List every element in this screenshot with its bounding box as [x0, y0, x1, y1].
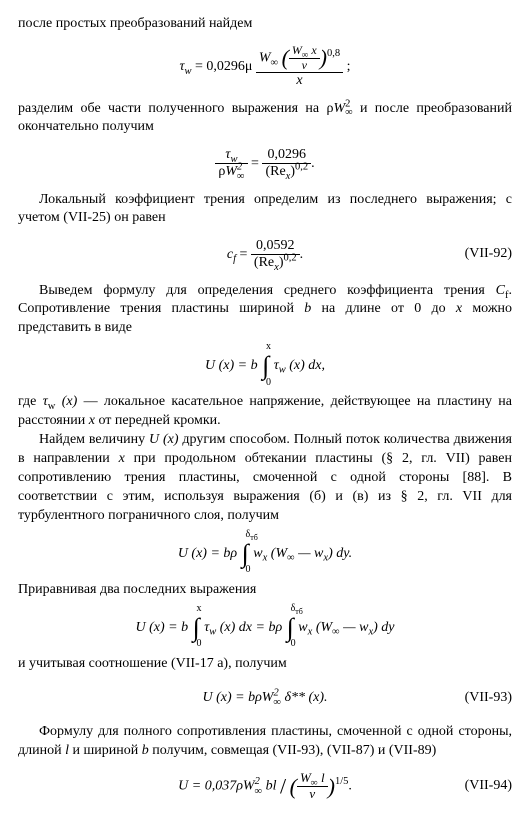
- p4-a: Выведем формулу для определения среднего…: [39, 283, 496, 298]
- eq-Ux-delta: U (x) = bρW2∞ δ** (x). (VII-93): [18, 683, 512, 713]
- eq7-inf: ∞: [273, 697, 281, 708]
- eq1-eq: = 0,0296μ: [192, 59, 256, 74]
- eq3-exp: 0,2: [283, 253, 296, 264]
- p9-b: и шириной: [69, 743, 142, 758]
- p2-inf: ∞: [345, 107, 353, 118]
- eq-ratio: τw ρW2∞ = 0,0296 (Rex)0,2 .: [18, 147, 512, 180]
- eq6-lb2: 0: [291, 637, 296, 651]
- eq1-Winf: W: [259, 50, 271, 65]
- eq8-inf: ∞: [255, 786, 263, 797]
- eq4-w: w: [279, 365, 286, 376]
- eq6-wx: w: [298, 619, 307, 634]
- eq5-Winf: (W: [267, 545, 287, 560]
- p-equate: Приравнивая два последних выражения: [18, 581, 512, 600]
- eq1-nu: ν: [302, 58, 307, 72]
- eq6-mid: (x) dx = bρ: [216, 619, 282, 634]
- p-derive-Cf: Выведем формулу для определения среднего…: [18, 282, 512, 339]
- p5-x: (x): [55, 394, 77, 409]
- eq5-minus: — w: [295, 545, 324, 560]
- eq5-wx: w: [253, 545, 262, 560]
- eq8-slash: /: [280, 774, 286, 799]
- p9-bvar: b: [142, 743, 149, 758]
- eq4-lb: 0: [266, 376, 271, 390]
- p-local-cf: Локальный коэффициент трения определим и…: [18, 191, 512, 229]
- eq6-lhs: U (x) = b: [135, 619, 188, 634]
- eq2-inf: ∞: [237, 171, 245, 182]
- eq8-exp: 1/5: [335, 776, 348, 787]
- eq6-Winf: (W: [312, 619, 332, 634]
- p4-c: на длине от 0 до: [311, 301, 456, 316]
- eq8-label: (VII-94): [465, 777, 512, 796]
- eq2-eq: =: [251, 156, 262, 171]
- p2-W: W: [333, 101, 345, 116]
- p-full-drag: Формулу для полного сопротивления пласти…: [18, 723, 512, 761]
- eq8-lhs: U = 0,037ρW: [178, 779, 254, 794]
- eq2-re: (Re: [265, 164, 285, 179]
- eq-Ux-int1: U (x) = b ∫x0 τw (x) dx,: [18, 348, 512, 383]
- eq8-dot: .: [348, 779, 352, 794]
- eq5-lb: 0: [246, 563, 251, 577]
- eq-Ux-int2: U (x) = bρ ∫δтб0 wx (W∞ — wx) dy.: [18, 536, 512, 571]
- p-relation: и учитывая соотношение (VII-17 а), получ…: [18, 655, 512, 674]
- p-where-tau: где τw (x) — локальное касательное напря…: [18, 393, 512, 431]
- eq4-Ux: U (x) = b: [205, 358, 258, 373]
- p5-a: где: [18, 394, 43, 409]
- eq7-delta: δ** (x).: [281, 690, 328, 705]
- eq5-Ux: U (x) = bρ: [178, 545, 237, 560]
- eq6-ub2b: тб: [295, 607, 303, 616]
- eq1-Winf2: W: [292, 43, 302, 57]
- eq2-exp: 0,2: [295, 162, 308, 173]
- eq6-ub1: x: [197, 602, 202, 616]
- eq5-rest: ) dy.: [328, 545, 352, 560]
- eq7-label: (VII-93): [465, 689, 512, 708]
- p4-C: C: [496, 283, 505, 298]
- p6-a: Найдем величину: [39, 432, 149, 447]
- eq1-inf: ∞: [271, 57, 279, 68]
- eq-equate: U (x) = b ∫x0 τw (x) dx = bρ ∫δтб0 wx (W…: [18, 610, 512, 645]
- eq2-W: W: [225, 164, 237, 179]
- p-intro: после простых преобразований найдем: [18, 15, 512, 34]
- eq2-dot: .: [311, 156, 315, 171]
- eq-tau-w: τw = 0,0296μ W∞ ( W∞ x ν )0,8 x ;: [18, 44, 512, 90]
- eq8-W: W: [300, 770, 311, 785]
- p5-c: от передней кромки.: [95, 413, 221, 428]
- p6-Ux: U (x): [149, 432, 179, 447]
- p-find-Ux: Найдем величину U (x) другим способом. П…: [18, 431, 512, 525]
- eq3-label: (VII-92): [465, 245, 512, 264]
- eq-cf: cf = 0,0592 (Rex)0,2 . (VII-92): [18, 238, 512, 271]
- eq3-f: f: [233, 254, 236, 265]
- eq5-inf: ∞: [287, 552, 295, 563]
- eq1-exp: 0,8: [327, 48, 340, 59]
- eq1-sub-w: w: [185, 66, 192, 77]
- eq6-rest: ) dy: [373, 619, 394, 634]
- eq1-x1: x: [311, 43, 316, 57]
- eq6-lb1: 0: [197, 637, 202, 651]
- eq3-re: (Re: [254, 255, 274, 270]
- eq7-lhs: U (x) = bρW: [202, 690, 273, 705]
- eq1-semi: ;: [347, 59, 351, 74]
- eq6-inf: ∞: [332, 626, 340, 637]
- eq1-x2: x: [296, 73, 302, 88]
- eq3-dot: .: [300, 247, 304, 262]
- eq8-l: l: [318, 770, 325, 785]
- eq6-minus: — w: [340, 619, 369, 634]
- p9-c: получим, совмещая (VII-93), (VII-87) и (…: [149, 743, 437, 758]
- eq3-eq: =: [240, 247, 251, 262]
- p2-a: разделим обе части полученного выражения…: [18, 101, 333, 116]
- eq4-rest: (x) dx,: [286, 358, 325, 373]
- p-divide: разделим обе части полученного выражения…: [18, 100, 512, 138]
- eq4-ub: x: [266, 340, 271, 354]
- eq8-nu: ν: [309, 786, 315, 801]
- eq8-bl: bl: [262, 779, 280, 794]
- eq-U-final: U = 0,037ρW2∞ bl / ( W∞ l ν )1/5. (VII-9…: [18, 771, 512, 802]
- eq5-ub2: тб: [250, 533, 258, 542]
